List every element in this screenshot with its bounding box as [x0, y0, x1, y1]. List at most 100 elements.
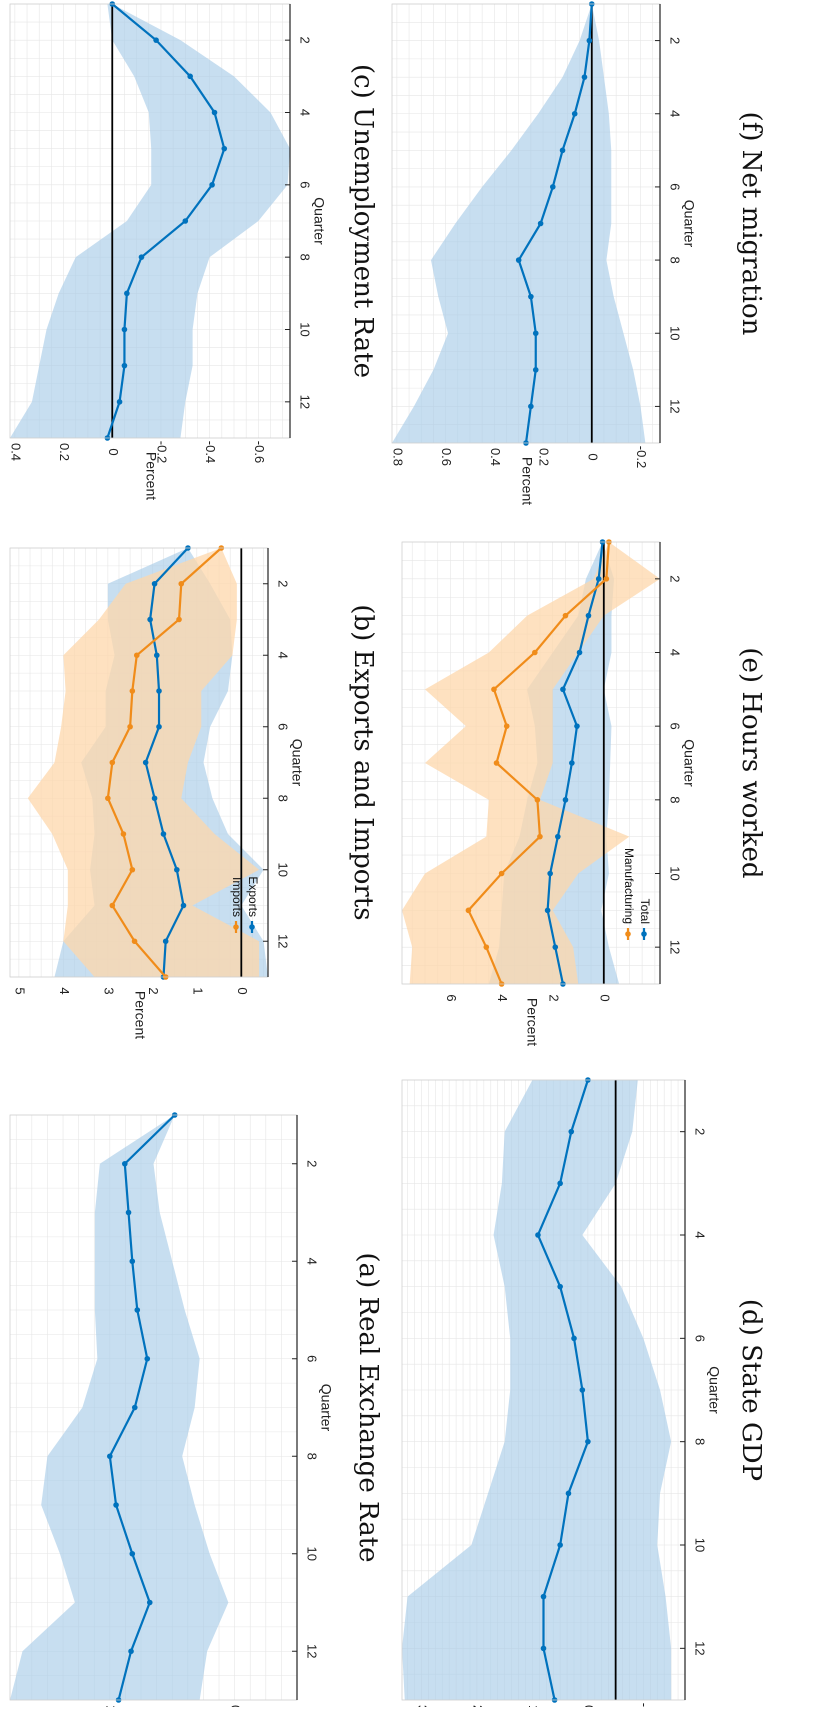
y-tick-label: 4	[57, 987, 72, 994]
data-point	[182, 218, 189, 224]
y-tick-label: 0	[106, 448, 121, 455]
data-point	[146, 1599, 153, 1606]
legend-marker	[249, 924, 255, 930]
data-point	[574, 723, 580, 729]
data-point	[131, 1404, 138, 1411]
data-point	[120, 831, 127, 837]
x-tick-label: 6	[668, 183, 683, 190]
data-point	[535, 1232, 541, 1238]
data-point	[113, 1502, 119, 1508]
data-point	[586, 37, 593, 44]
data-point	[557, 1542, 563, 1548]
x-tick-label: 4	[693, 1231, 708, 1238]
chart-caption: (c) Unemployment Rate	[348, 64, 378, 378]
legend-marker	[625, 931, 631, 937]
data-point	[528, 293, 534, 300]
y-tick-label: -0.2	[155, 441, 170, 463]
data-point	[493, 760, 500, 766]
data-point	[109, 902, 116, 909]
data-point	[129, 688, 136, 694]
x-tick-label: 10	[668, 326, 683, 340]
data-point	[138, 254, 145, 260]
x-tick-label: 4	[668, 649, 683, 656]
data-point	[603, 576, 610, 582]
confidence-band-series	[10, 4, 290, 438]
y-tick-label: -0.2	[634, 446, 649, 468]
data-point	[162, 938, 169, 945]
data-point	[176, 616, 182, 623]
data-point	[555, 833, 561, 840]
data-point	[465, 907, 472, 914]
data-point	[498, 870, 505, 877]
legend-label-imports: Imports	[230, 877, 244, 917]
data-point	[105, 795, 111, 802]
y-tick-label: 0.4	[8, 443, 23, 461]
x-tick-label: 8	[276, 795, 291, 802]
data-point	[128, 1648, 134, 1655]
legend-marker	[233, 924, 239, 930]
x-tick-label: 10	[668, 866, 683, 880]
data-point	[142, 759, 149, 766]
x-tick-label: 6	[298, 181, 313, 188]
data-point	[540, 1593, 547, 1600]
legend-label-manufacturing: Manufacturing	[622, 848, 636, 924]
data-point	[532, 367, 539, 373]
data-point	[144, 1355, 151, 1362]
data-point	[532, 649, 538, 656]
x-axis-label: Quarter	[681, 739, 697, 787]
data-point	[180, 902, 187, 909]
y-tick-label: 3	[101, 987, 116, 994]
data-point	[550, 184, 556, 190]
data-point	[125, 1209, 132, 1216]
data-point	[571, 110, 578, 117]
chart-caption: (b) Exports and Imports	[348, 604, 378, 920]
data-point	[178, 580, 185, 587]
data-point	[557, 1180, 563, 1187]
x-tick-label: 2	[298, 37, 313, 44]
confidence-band-manufacturing	[402, 542, 660, 984]
x-axis-label: Quarter	[318, 1384, 334, 1432]
data-point	[576, 649, 583, 656]
data-point	[540, 1645, 547, 1652]
y-tick-label: 0	[597, 994, 612, 1001]
y-tick-label: -0.5	[637, 1703, 652, 1707]
data-point	[528, 403, 534, 410]
y-tick-label: 4	[495, 994, 510, 1001]
data-point	[537, 220, 544, 227]
x-tick-label: 4	[298, 109, 313, 116]
data-point	[562, 612, 569, 619]
data-point	[568, 1128, 575, 1135]
x-tick-label: 10	[298, 322, 313, 336]
x-tick-label: 2	[693, 1128, 708, 1135]
data-point	[595, 576, 602, 582]
y-tick-label: 0.2	[537, 448, 552, 466]
y-tick-label: 0.4	[488, 448, 503, 466]
data-point	[151, 795, 158, 802]
x-tick-label: 2	[668, 575, 683, 582]
data-point	[134, 1307, 141, 1313]
chart-caption: (e) Hours worked	[736, 647, 766, 878]
data-point	[129, 1550, 136, 1557]
confidence-band-series	[402, 1080, 672, 1700]
x-tick-label: 6	[668, 723, 683, 730]
x-tick-label: 2	[305, 1160, 320, 1167]
data-point	[122, 1160, 128, 1167]
data-point	[221, 145, 228, 152]
y-axis-label: Percent	[143, 452, 159, 500]
x-tick-label: 4	[276, 652, 291, 659]
data-point	[174, 866, 180, 873]
data-point	[483, 944, 490, 950]
data-point	[121, 362, 128, 369]
chart-caption: (d) State GDP	[736, 1299, 766, 1481]
legend-label-total: Total	[638, 899, 652, 924]
data-point	[116, 399, 123, 405]
data-point	[585, 612, 592, 619]
x-tick-label: 8	[298, 254, 313, 261]
data-point	[552, 944, 559, 950]
data-point	[107, 1453, 113, 1460]
data-point	[557, 1283, 563, 1290]
data-point	[109, 759, 116, 766]
y-tick-label: 2	[146, 987, 161, 994]
